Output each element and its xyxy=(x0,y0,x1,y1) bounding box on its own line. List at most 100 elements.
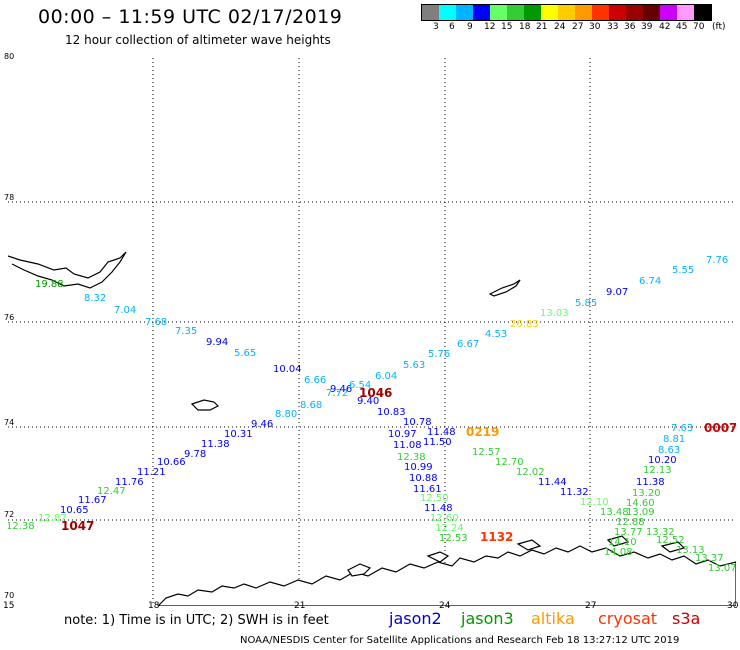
wave-height-label: 12.50 xyxy=(420,493,449,504)
wave-height-label: 13.20 xyxy=(632,488,661,499)
wave-height-label: 14.10 xyxy=(608,537,637,548)
colorbar-label: 6 xyxy=(449,22,455,32)
wave-height-label: 11.76 xyxy=(115,477,144,488)
wave-height-label: 9.40 xyxy=(357,396,379,407)
wave-height-label: 12.60 xyxy=(430,513,459,524)
wave-height-label: 6.66 xyxy=(304,375,326,386)
lon-tick-label: 21 xyxy=(294,601,306,611)
wave-height-label: 13.09 xyxy=(626,507,655,518)
svalbard-coast xyxy=(8,251,127,289)
wave-height-label: 11.38 xyxy=(201,439,230,450)
legend-s3a: s3a xyxy=(672,609,701,628)
pass-time-label: 1132 xyxy=(480,530,513,544)
wave-height-label: 6.54 xyxy=(349,380,371,391)
island-2 xyxy=(426,551,450,563)
wave-height-label: 13.13 xyxy=(676,545,705,556)
lat-tick-label: 78 xyxy=(4,193,15,202)
wave-height-label: 5.55 xyxy=(672,265,694,276)
wave-height-label: 11.32 xyxy=(560,487,589,498)
wave-height-label: 7.04 xyxy=(114,305,136,316)
wave-height-label: 11.44 xyxy=(538,477,567,488)
wave-height-label: 11.48 xyxy=(424,503,453,514)
wave-height-label: 10.78 xyxy=(403,417,432,428)
wave-height-label: 11.08 xyxy=(393,440,422,451)
wave-height-label: 5.85 xyxy=(575,298,597,309)
wave-height-label: 7.63 xyxy=(671,423,693,434)
wave-height-label: 7.35 xyxy=(175,326,197,337)
colorbar-swatch xyxy=(507,5,524,20)
colorbar-label: 30 xyxy=(589,22,601,32)
wave-height-label: 13.77 xyxy=(614,527,643,538)
colorbar-swatch xyxy=(592,5,609,20)
wave-height-label: 11.38 xyxy=(636,477,665,488)
island-4 xyxy=(606,535,630,547)
pass-time-label: 0007 xyxy=(704,421,736,435)
wave-height-colorbar xyxy=(421,4,712,21)
lat-tick-label: 76 xyxy=(4,313,15,322)
wave-height-label: 10.20 xyxy=(648,455,677,466)
pass-time-label: 1047 xyxy=(61,519,94,533)
lat-lon-grid xyxy=(8,58,736,606)
wave-height-label: 12.10 xyxy=(580,497,609,508)
wave-height-label: 8.80 xyxy=(275,409,297,420)
footer-credit: NOAA/NESDIS Center for Satellite Applica… xyxy=(240,635,680,646)
colorbar-swatch xyxy=(422,5,439,20)
colorbar-label: (ft) xyxy=(712,22,726,32)
wave-height-label: 5.76 xyxy=(428,349,450,360)
wave-height-label: 9.07 xyxy=(606,287,628,298)
lon-tick-label: 30 xyxy=(727,601,739,611)
colorbar-swatch xyxy=(473,5,490,20)
colorbar-swatch xyxy=(677,5,694,20)
wave-height-label: 13.03 xyxy=(540,308,569,319)
lon-tick-label: 15 xyxy=(3,601,15,611)
colorbar-swatch xyxy=(660,5,677,20)
colorbar-label: 15 xyxy=(501,22,513,32)
wave-height-label: 11.50 xyxy=(423,437,452,448)
wave-height-label: 5.63 xyxy=(403,360,425,371)
wave-height-label: 12.38 xyxy=(8,521,35,532)
wave-height-label: 10.83 xyxy=(377,407,406,418)
island-5 xyxy=(660,541,686,553)
wave-height-label: 8.68 xyxy=(300,400,322,411)
lat-tick-label: 74 xyxy=(4,418,15,427)
colorbar-label: 36 xyxy=(624,22,636,32)
units-note: note: 1) Time is in UTC; 2) SWH is in fe… xyxy=(64,613,329,628)
wave-height-label: 5.65 xyxy=(234,348,256,359)
wave-height-label: 6.04 xyxy=(375,371,397,382)
colorbar-swatch xyxy=(626,5,643,20)
wave-height-label: 4.53 xyxy=(485,329,507,340)
wave-height-label: 9.78 xyxy=(184,449,206,460)
colorbar-swatch xyxy=(643,5,660,20)
norway-coast xyxy=(157,545,736,606)
wave-height-label: 14.60 xyxy=(626,498,655,509)
colorbar-label: 3 xyxy=(433,22,439,32)
wave-height-label: 11.67 xyxy=(78,495,107,506)
colorbar-swatch xyxy=(524,5,541,20)
lat-tick-label: 70 xyxy=(4,591,15,600)
wave-height-label: 9.46 xyxy=(251,419,273,430)
colorbar-label: 24 xyxy=(554,22,566,32)
pass-time-label: 0219 xyxy=(466,425,499,439)
wave-height-label: 12.57 xyxy=(472,447,501,458)
wave-height-label: 6.67 xyxy=(457,339,479,350)
wave-height-label: 12.24 xyxy=(435,523,464,534)
wave-height-label: 12.88 xyxy=(616,517,645,528)
legend-jason3: jason3 xyxy=(461,609,514,628)
colorbar-label: 70 xyxy=(693,22,705,32)
colorbar-label: 27 xyxy=(572,22,584,32)
wave-height-label: 8.63 xyxy=(658,445,680,456)
legend-cryosat: cryosat xyxy=(598,609,658,628)
wave-height-label: 13.32 xyxy=(646,527,675,538)
wave-height-observations: 19.888.327.047.687.359.945.6510.046.667.… xyxy=(8,255,736,574)
wave-height-label: 12.70 xyxy=(495,457,524,468)
colorbar-swatch xyxy=(439,5,456,20)
lat-tick-label: 72 xyxy=(4,510,15,519)
wave-height-label: 8.32 xyxy=(84,293,106,304)
legend-altika: altika xyxy=(531,609,575,628)
colorbar-swatch xyxy=(609,5,626,20)
map-plot: 19.888.327.047.687.359.945.6510.046.667.… xyxy=(8,58,736,606)
wave-height-label: 12.87 xyxy=(38,513,67,524)
lat-tick-label: 80 xyxy=(4,52,15,61)
wave-height-label: 9.94 xyxy=(206,337,228,348)
colorbar-label: 12 xyxy=(484,22,496,32)
